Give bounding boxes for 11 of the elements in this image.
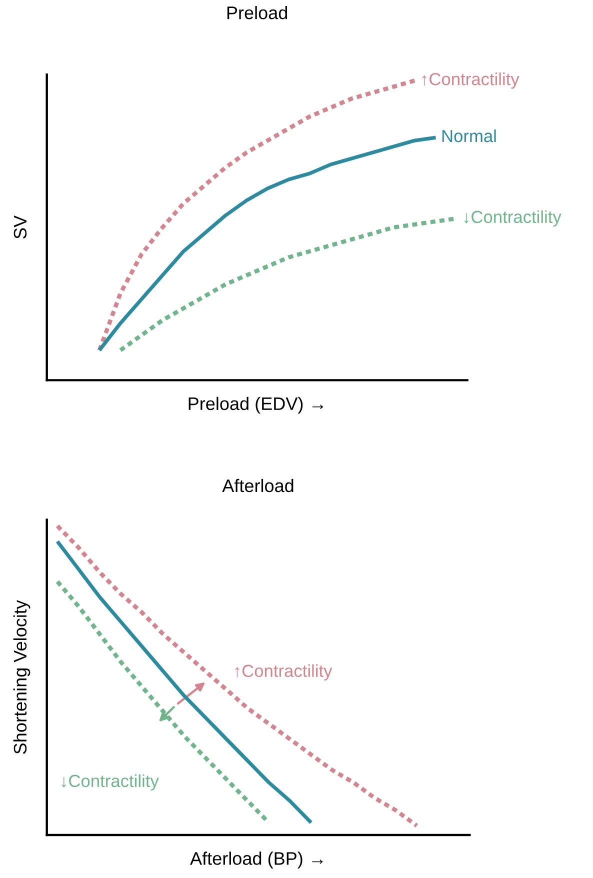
x-axis-title: Afterload (BP) →: [190, 852, 323, 868]
x-axis-title: Preload (EDV) →: [188, 396, 324, 414]
text: ↓Contractility: [62, 774, 159, 791]
chart-title: Afterload: [222, 478, 294, 492]
chart-title: Preload: [227, 6, 288, 20]
series-label: ↑Contractility: [235, 664, 332, 680]
series-label: ↓Contractility: [464, 210, 562, 227]
series-label: Normal: [442, 129, 496, 142]
y-axis-title: Shortening Velocity: [13, 600, 30, 754]
series-label: ↑Contractility: [422, 72, 520, 89]
y-axis-title: SV: [14, 215, 27, 239]
